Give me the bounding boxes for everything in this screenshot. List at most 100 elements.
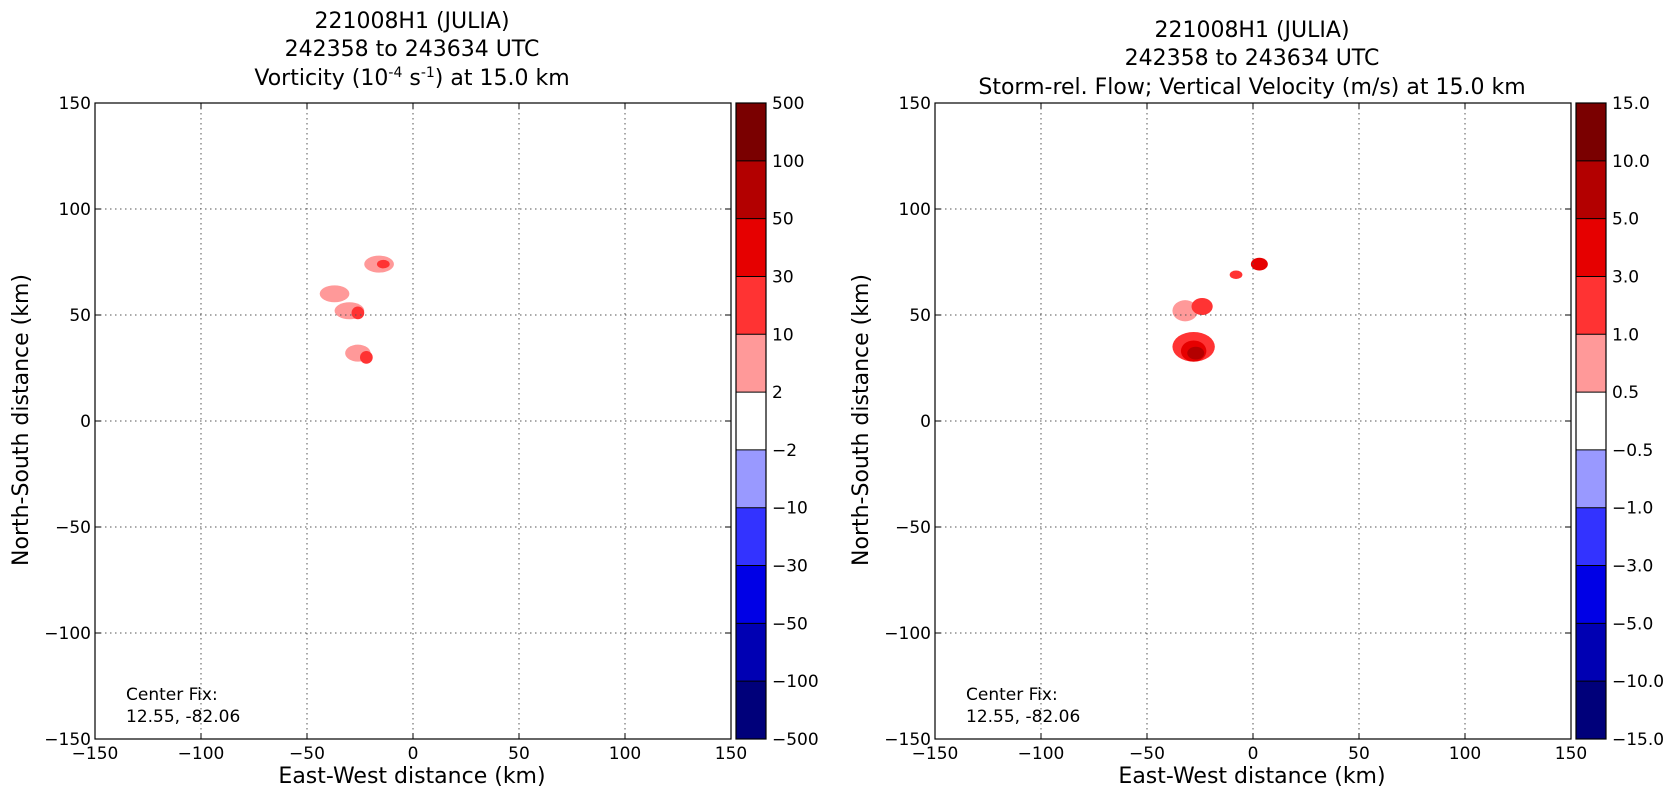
title-mid: s [402, 66, 420, 91]
contour-fill [355, 336, 365, 345]
colorbar-segment [736, 681, 766, 739]
colorbar-segment [736, 218, 766, 277]
contour-fill [1191, 298, 1213, 315]
y-tick-label: −50 [55, 518, 91, 538]
colorbar-label: −15.0 [1612, 730, 1664, 750]
colorbar-frame [1575, 102, 1607, 740]
vertical-velocity-panel: 221008H1 (JULIA) 242358 to 243634 UTC St… [849, 18, 1664, 789]
contour-fill [1119, 302, 1133, 316]
contour-fill [376, 259, 390, 269]
center-fix-label: Center Fix: [126, 685, 218, 705]
panel1-title-line3: Vorticity (10-4 s-1) at 15.0 km [254, 65, 569, 91]
colorbar-segment [1576, 218, 1606, 277]
colorbar-label: −100 [772, 672, 819, 692]
x-tick-label: 50 [1348, 744, 1370, 764]
colorbar-segment [736, 623, 766, 682]
x-tick-label: −150 [912, 744, 959, 764]
colorbar-segment [1576, 681, 1606, 739]
x-tick-label: −100 [1018, 744, 1065, 764]
contour-fill [1189, 320, 1215, 327]
contour-fill [389, 262, 416, 279]
contour-fill [1183, 404, 1192, 413]
colorbar-label: −3.0 [1612, 557, 1653, 577]
colorbar-label: 30 [772, 267, 794, 287]
contour-fill [1204, 361, 1217, 371]
x-tick-label: −50 [289, 744, 325, 764]
plot-area: −150 −100 −50 0 50 100 150 −150 −100 −50 0 50 100 150 [884, 94, 1587, 764]
colorbar-segment [736, 334, 766, 393]
colorbar-label: −5.0 [1612, 614, 1653, 634]
panel1-title-line1: 221008H1 (JULIA) [314, 9, 509, 34]
colorbar-label: −50 [772, 614, 808, 634]
contour-fill [1125, 361, 1147, 375]
center-fix-coords: 12.55, -82.06 [966, 707, 1080, 727]
colorbar-segment [1576, 103, 1606, 161]
colorbar-segment [736, 103, 766, 161]
y-tick-label: −100 [44, 624, 91, 644]
title-exp1: -4 [388, 65, 402, 81]
vorticity-panel: 221008H1 (JULIA) 242358 to 243634 UTC Vo… [9, 9, 819, 789]
x-tick-label: −50 [1129, 744, 1165, 764]
panel2-title-line3: Storm-rel. Flow; Vertical Velocity (m/s)… [978, 75, 1525, 100]
colorbar-label: −10 [772, 499, 808, 519]
y-tick-label: 50 [909, 306, 931, 326]
contour-fill [300, 249, 322, 262]
center-fix-label: Center Fix: [966, 685, 1058, 705]
colorbar-label: −10.0 [1612, 672, 1664, 692]
colorbar-segment [1576, 334, 1606, 393]
contour-fill [1172, 300, 1198, 322]
colorbar-segment [1576, 565, 1606, 624]
contour-fill [1187, 346, 1205, 360]
y-tick-label: −150 [44, 730, 91, 750]
x-tick-label: 100 [1449, 744, 1481, 764]
y-tick-label: −100 [884, 624, 931, 644]
colorbar-label: −0.5 [1612, 441, 1653, 461]
colorbar-label: 10.0 [1612, 152, 1650, 172]
contour-fill [360, 351, 373, 364]
colorbar-segment [736, 160, 766, 219]
colorbar-label: −500 [772, 730, 819, 750]
colorbar-segment [1576, 276, 1606, 335]
colorbar-segment [1576, 623, 1606, 682]
contour-fill [351, 306, 365, 320]
colorbar-segment [1576, 449, 1606, 508]
x-axis-label: East-West distance (km) [1118, 764, 1385, 789]
contour-fill [1265, 323, 1270, 328]
title-suffix: ) at 15.0 km [435, 66, 570, 91]
x-tick-label: 150 [715, 744, 747, 764]
colorbar-label: −2 [772, 441, 797, 461]
contour-fill [283, 317, 310, 335]
y-axis-label: North-South distance (km) [849, 274, 874, 566]
x-tick-label: −100 [178, 744, 225, 764]
x-axis-label: East-West distance (km) [278, 764, 545, 789]
x-tick-label: −150 [72, 744, 119, 764]
y-tick-label: 0 [80, 412, 91, 432]
colorbar-segment [736, 276, 766, 335]
contour-fill [317, 270, 339, 284]
colorbar: 500 100 50 30 10 2 −2 −10 −30 −50 −100 −500 [735, 94, 819, 750]
contour-fill [1229, 270, 1243, 279]
colorbar-label: 1.0 [1612, 325, 1639, 345]
colorbar-label: 15.0 [1612, 94, 1650, 114]
colorbar-segment [736, 507, 766, 566]
plot-area: −150 −100 −50 0 50 100 150 −150 −100 −50 0 50 100 150 [44, 94, 747, 764]
contour-fill [319, 285, 350, 303]
colorbar-label: −1.0 [1612, 499, 1653, 519]
colorbar-segment [1576, 160, 1606, 219]
panel2-title-line2: 242358 to 243634 UTC [1125, 46, 1380, 71]
contour-fill [1140, 259, 1175, 286]
y-tick-label: 150 [899, 94, 931, 114]
title-exp2: -1 [421, 65, 435, 81]
y-tick-label: 150 [59, 94, 91, 114]
contour-fill [1238, 242, 1247, 252]
colorbar-label: 5.0 [1612, 210, 1639, 230]
contour-fill [273, 234, 299, 248]
y-tick-label: 0 [920, 412, 931, 432]
contour-fill [281, 270, 312, 288]
colorbar-label: 50 [772, 210, 794, 230]
colorbar: 15.0 10.0 5.0 3.0 1.0 0.5 −0.5 −1.0 −3.0 −5.0 −10.… [1575, 94, 1664, 750]
y-tick-label: −150 [884, 730, 931, 750]
colorbar-label: 0.5 [1612, 383, 1639, 403]
colorbar-label: 500 [772, 94, 804, 114]
